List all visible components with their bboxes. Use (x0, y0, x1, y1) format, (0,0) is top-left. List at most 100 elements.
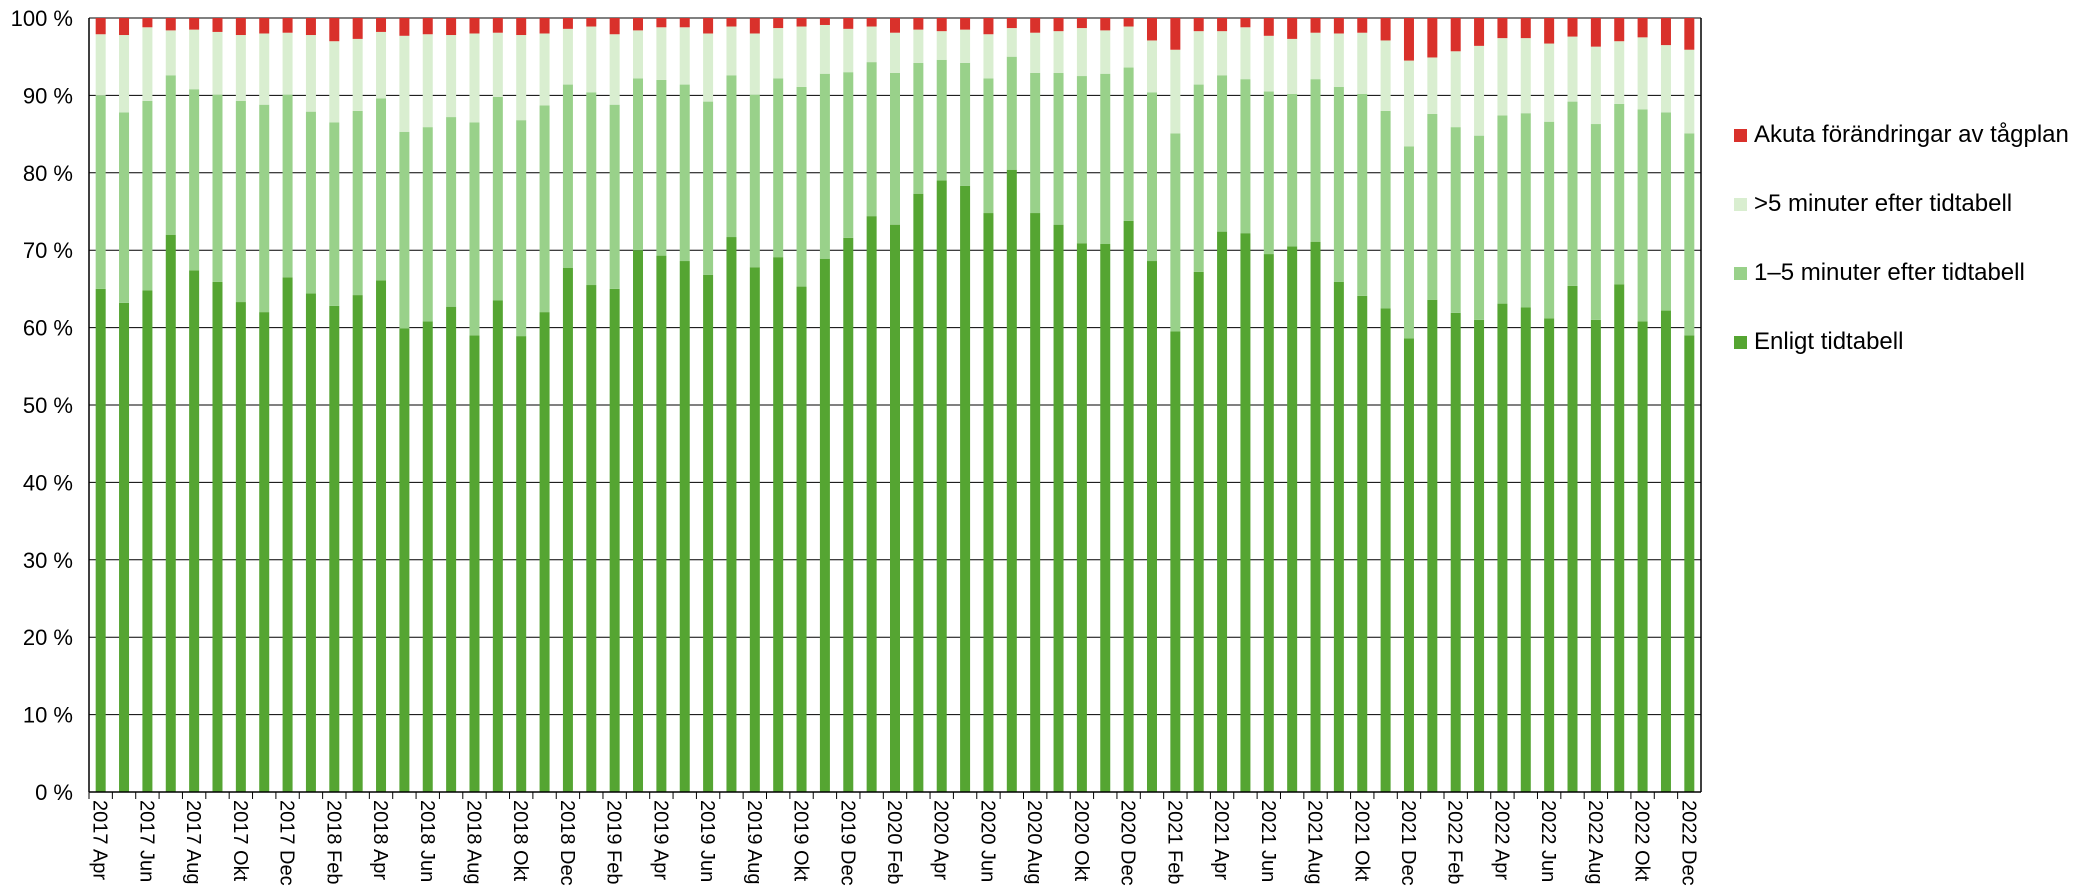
bar-segment-s0-60 (1497, 303, 1508, 792)
x-axis-ticks: 2017 Apr 2017 Jun 2017 Aug 2017 Okt 2017 Dec… (88, 792, 1699, 886)
bar-segment-s3-32 (843, 18, 854, 29)
bar-segment-s2-24 (656, 27, 667, 80)
x-tick-label: 2018 Dec (556, 800, 578, 886)
bar-segment-s0-28 (749, 267, 760, 793)
x-tick-label: 2022 Okt (1631, 800, 1653, 882)
bar-segment-s1-15 (446, 117, 457, 307)
bar-segment-s3-44 (1123, 18, 1134, 27)
bar-segment-s3-52 (1310, 18, 1321, 33)
y-tick-label: 80 % (23, 161, 73, 186)
bar-segment-s3-39 (1006, 18, 1017, 29)
bar-segment-s0-10 (329, 305, 340, 792)
bar-segment-s3-29 (773, 18, 784, 29)
bar-segment-s3-15 (446, 18, 457, 36)
y-axis-ticks: 0 % 10 % 20 % 30 % 40 % 50 % 60 % 70 % 80 % 90 % 1… (11, 6, 73, 805)
bar-segment-s0-24 (656, 255, 667, 792)
bar-segment-s0-62 (1544, 318, 1555, 792)
bar-segment-s2-19 (539, 33, 550, 106)
legend-swatch (1734, 198, 1747, 211)
bar-segment-s0-65 (1614, 284, 1625, 792)
bar-segment-s2-17 (492, 32, 503, 97)
bar-segment-s1-29 (773, 78, 784, 258)
bar-segment-s0-43 (1100, 244, 1111, 792)
bar-segment-s1-59 (1474, 135, 1485, 320)
bar-segment-s0-14 (422, 321, 433, 792)
x-tick-label: 2020 Feb (883, 800, 905, 885)
bar-segment-s1-68 (1684, 133, 1695, 336)
bar-segment-s2-10 (329, 41, 340, 123)
bar-segment-s0-6 (235, 302, 246, 792)
x-tick-label: 2020 Jun (976, 800, 998, 882)
bar-segment-s0-37 (960, 185, 971, 792)
bar-segment-s2-45 (1146, 40, 1157, 93)
bar-segment-s0-7 (259, 312, 270, 792)
bar-segment-s2-27 (726, 26, 737, 76)
bar-segment-s3-4 (189, 18, 200, 30)
bar-segment-s1-33 (866, 62, 877, 217)
bar-segment-s1-34 (890, 72, 900, 225)
bar-segment-s1-32 (843, 72, 854, 238)
bar-segment-s2-26 (703, 33, 714, 102)
bar-segment-s2-58 (1450, 51, 1461, 128)
bar-segment-s0-21 (586, 285, 597, 792)
bar-segment-s2-30 (796, 26, 807, 87)
bar-segment-s2-25 (679, 27, 690, 85)
bar-segment-s0-38 (983, 213, 994, 793)
bar-segment-s0-12 (376, 280, 387, 792)
bar-segment-s2-1 (119, 35, 130, 113)
bar-segment-s2-32 (843, 28, 854, 73)
bar-segment-s2-36 (936, 31, 947, 60)
bar-segment-s1-53 (1333, 86, 1344, 282)
bar-segment-s1-20 (562, 84, 573, 268)
bar-segment-s3-13 (399, 18, 410, 36)
bar-segment-s2-51 (1287, 38, 1298, 94)
bar-segment-s1-7 (259, 104, 270, 313)
bar-segment-s1-1 (119, 112, 130, 303)
x-tick-label: 2021 Dec (1397, 800, 1419, 886)
bar-segment-s2-5 (212, 31, 223, 95)
bar-segment-s1-27 (726, 75, 737, 238)
x-tick-label: 2017 Apr (89, 800, 111, 880)
bar-segment-s2-55 (1380, 40, 1391, 111)
x-tick-label: 2020 Aug (1023, 800, 1045, 885)
bar-segment-s1-56 (1403, 146, 1414, 339)
bar-segment-s0-41 (1053, 224, 1064, 792)
bar-segment-s2-53 (1333, 33, 1344, 87)
bar-segment-s2-61 (1520, 38, 1531, 114)
bar-segment-s2-11 (352, 38, 363, 111)
bar-segment-s3-26 (703, 18, 714, 34)
bar-segment-s3-48 (1217, 18, 1228, 32)
bar-segment-s1-55 (1380, 110, 1391, 309)
bar-segment-s1-63 (1567, 101, 1578, 286)
bar-segment-s3-25 (679, 18, 690, 28)
bar-segment-s0-4 (189, 270, 200, 792)
bar-segment-s2-60 (1497, 38, 1508, 116)
bar-segment-s3-56 (1403, 18, 1414, 61)
bar-segment-s0-27 (726, 237, 737, 793)
bar-segment-s3-12 (376, 18, 387, 32)
bar-segment-s0-61 (1520, 307, 1531, 792)
bar-segment-s3-34 (890, 18, 900, 33)
bar-segment-s3-7 (259, 18, 270, 34)
bar-segment-s2-62 (1544, 43, 1555, 122)
bar-segment-s0-49 (1240, 233, 1251, 793)
y-tick-label: 50 % (23, 393, 73, 418)
bar-segment-s0-15 (446, 306, 457, 792)
bar-segment-s0-30 (796, 286, 807, 792)
bar-segment-s1-4 (189, 89, 200, 271)
bar-segment-s0-44 (1123, 220, 1134, 793)
bar-segment-s1-11 (352, 110, 363, 296)
bar-segment-s0-11 (352, 295, 363, 792)
bar-segment-s2-2 (142, 27, 153, 101)
bar-segment-s1-35 (913, 62, 924, 194)
bar-segment-s3-65 (1614, 18, 1625, 42)
bar-segment-s0-0 (95, 288, 106, 792)
bar-segment-s3-2 (142, 18, 153, 28)
bar-segment-s3-60 (1497, 18, 1508, 39)
x-tick-label: 2017 Aug (182, 800, 204, 885)
bar-segment-s1-25 (679, 84, 690, 262)
bar-segment-s0-68 (1684, 335, 1695, 792)
bar-segment-s3-3 (165, 18, 176, 31)
bar-segment-s2-33 (866, 26, 877, 63)
